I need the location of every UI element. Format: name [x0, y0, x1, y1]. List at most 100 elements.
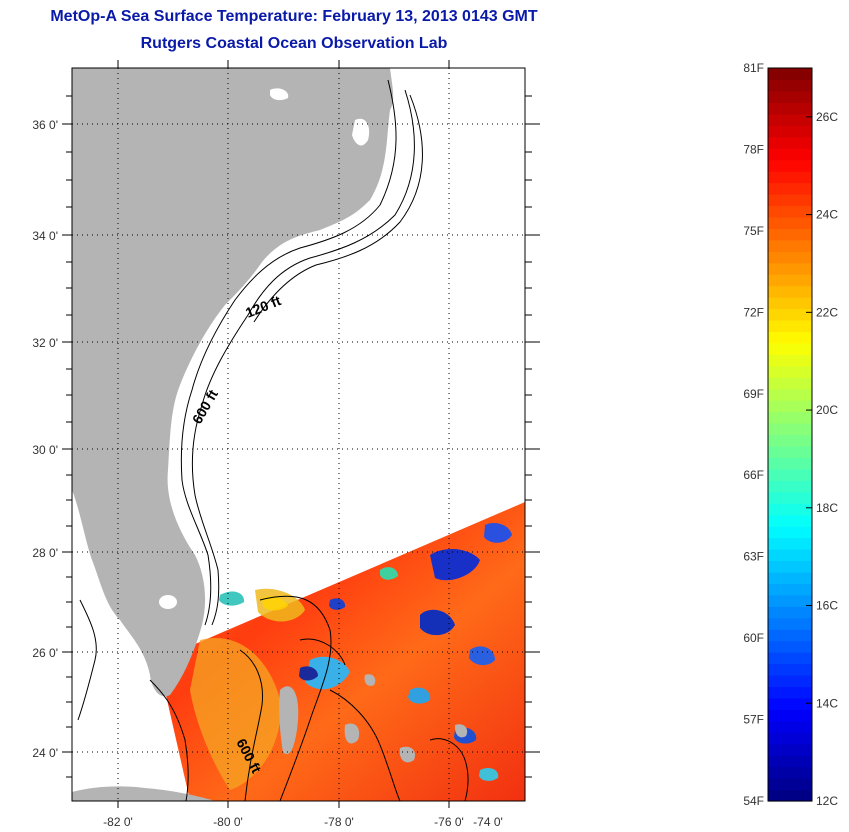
colorbar-step — [768, 583, 812, 596]
colorbar-step — [768, 205, 812, 218]
colorbar-step — [768, 148, 812, 161]
contour-label: 600 ft — [189, 387, 221, 427]
lat-labels: 36 0' 34 0' 32 0' 30 0' 28 0' 26 0' 24 0… — [32, 118, 58, 760]
colorbar-step — [768, 216, 812, 229]
colorbar-step — [768, 675, 812, 688]
colorbar-f-label: 63F — [743, 550, 764, 564]
colorbar-step — [768, 331, 812, 344]
colorbar-step — [768, 755, 812, 768]
contour-600ft — [191, 89, 415, 626]
colorbar-c-label: 18C — [816, 501, 838, 515]
colorbar-step — [768, 480, 812, 493]
colorbar-step — [768, 732, 812, 745]
lat-tick-label: 28 0' — [32, 546, 58, 560]
lat-tick-label: 36 0' — [32, 118, 58, 132]
lon-tick-label: -76 0' — [434, 815, 464, 829]
colorbar-c-label: 12C — [816, 794, 838, 808]
colorbar-step — [768, 125, 812, 138]
colorbar-step — [768, 102, 812, 115]
map-content: 120 ft 600 ft 600 ft — [72, 68, 525, 801]
lon-labels: -82 0' -80 0' -78 0' -76 0' -74 0' — [103, 815, 503, 829]
sst-warm-region — [262, 596, 288, 611]
colorbar-f-label: 69F — [743, 387, 764, 401]
colorbar-step — [768, 766, 812, 779]
colorbar-step — [768, 697, 812, 710]
colorbar-c-label: 26C — [816, 110, 838, 124]
map-title: MetOp-A Sea Surface Temperature: Februar… — [50, 8, 538, 25]
colorbar-step — [768, 297, 812, 310]
bathymetry-contours — [77, 79, 469, 801]
colorbar-step — [768, 468, 812, 481]
grid-lines — [72, 68, 525, 801]
colorbar-step — [768, 171, 812, 184]
lon-tick-label: -82 0' — [103, 815, 133, 829]
colorbar-step — [768, 285, 812, 298]
colorbar-step — [768, 388, 812, 401]
colorbar-c-label: 20C — [816, 403, 838, 417]
colorbar-f-label: 72F — [743, 305, 764, 319]
colorbar-c-label: 24C — [816, 208, 838, 222]
colorbar-step — [768, 159, 812, 172]
land-mass — [344, 723, 360, 744]
colorbar-f-labels: 81F 78F 75F 72F 69F 66F 63F 60F 57F 54F — [743, 61, 764, 808]
colorbar-step — [768, 400, 812, 413]
colorbar-step — [768, 434, 812, 447]
colorbar-step — [768, 262, 812, 275]
lon-tick-label: -74 0' — [473, 815, 503, 829]
colorbar-step — [768, 571, 812, 584]
colorbar-step — [768, 617, 812, 630]
lake — [159, 595, 177, 609]
colorbar-f-label: 66F — [743, 468, 764, 482]
land-mass — [72, 786, 215, 801]
colorbar-step — [768, 789, 812, 802]
colorbar-step — [768, 594, 812, 607]
colorbar — [768, 68, 812, 802]
lat-tick-label: 26 0' — [32, 646, 58, 660]
colorbar-step — [768, 377, 812, 390]
colorbar-step — [768, 274, 812, 287]
colorbar-f-label: 78F — [743, 142, 764, 156]
colorbar-step — [768, 778, 812, 791]
colorbar-step — [768, 709, 812, 722]
lat-tick-label: 24 0' — [32, 746, 58, 760]
minor-tick-marks — [66, 95, 532, 778]
colorbar-step — [768, 68, 812, 81]
land-mass — [72, 68, 394, 697]
colorbar-c-labels: 26C 24C 22C 20C 18C 16C 14C 12C — [806, 110, 838, 808]
lat-tick-label: 32 0' — [32, 336, 58, 350]
lat-tick-label: 30 0' — [32, 443, 58, 457]
colorbar-step — [768, 663, 812, 676]
contour-120ft — [180, 79, 397, 626]
map-subtitle: Rutgers Coastal Ocean Observation Lab — [140, 35, 448, 52]
colorbar-f-label: 57F — [743, 713, 764, 727]
colorbar-step — [768, 239, 812, 252]
colorbar-step — [768, 423, 812, 436]
sst-cold-patches — [219, 523, 512, 781]
colorbar-step — [768, 251, 812, 264]
land-mass — [399, 746, 416, 763]
colorbar-c-label: 22C — [816, 305, 838, 319]
colorbar-step — [768, 411, 812, 424]
colorbar-step — [768, 743, 812, 756]
colorbar-step — [768, 514, 812, 527]
colorbar-step — [768, 640, 812, 653]
colorbar-step — [768, 193, 812, 207]
colorbar-step — [768, 365, 812, 378]
colorbar-f-label: 75F — [743, 224, 764, 238]
colorbar-step — [768, 503, 812, 516]
tick-marks — [62, 60, 540, 808]
lat-tick-label: 34 0' — [32, 229, 58, 243]
land-mass — [364, 674, 376, 686]
colorbar-step — [768, 491, 812, 504]
sound — [270, 88, 289, 101]
colorbar-step — [768, 445, 812, 459]
colorbar-step — [768, 354, 812, 367]
colorbar-step — [768, 308, 812, 321]
sound — [352, 118, 370, 146]
colorbar-frame — [767, 67, 813, 802]
colorbar-step — [768, 629, 812, 642]
colorbar-step — [768, 319, 812, 333]
land-mass — [279, 686, 299, 755]
land-mass — [454, 724, 468, 738]
